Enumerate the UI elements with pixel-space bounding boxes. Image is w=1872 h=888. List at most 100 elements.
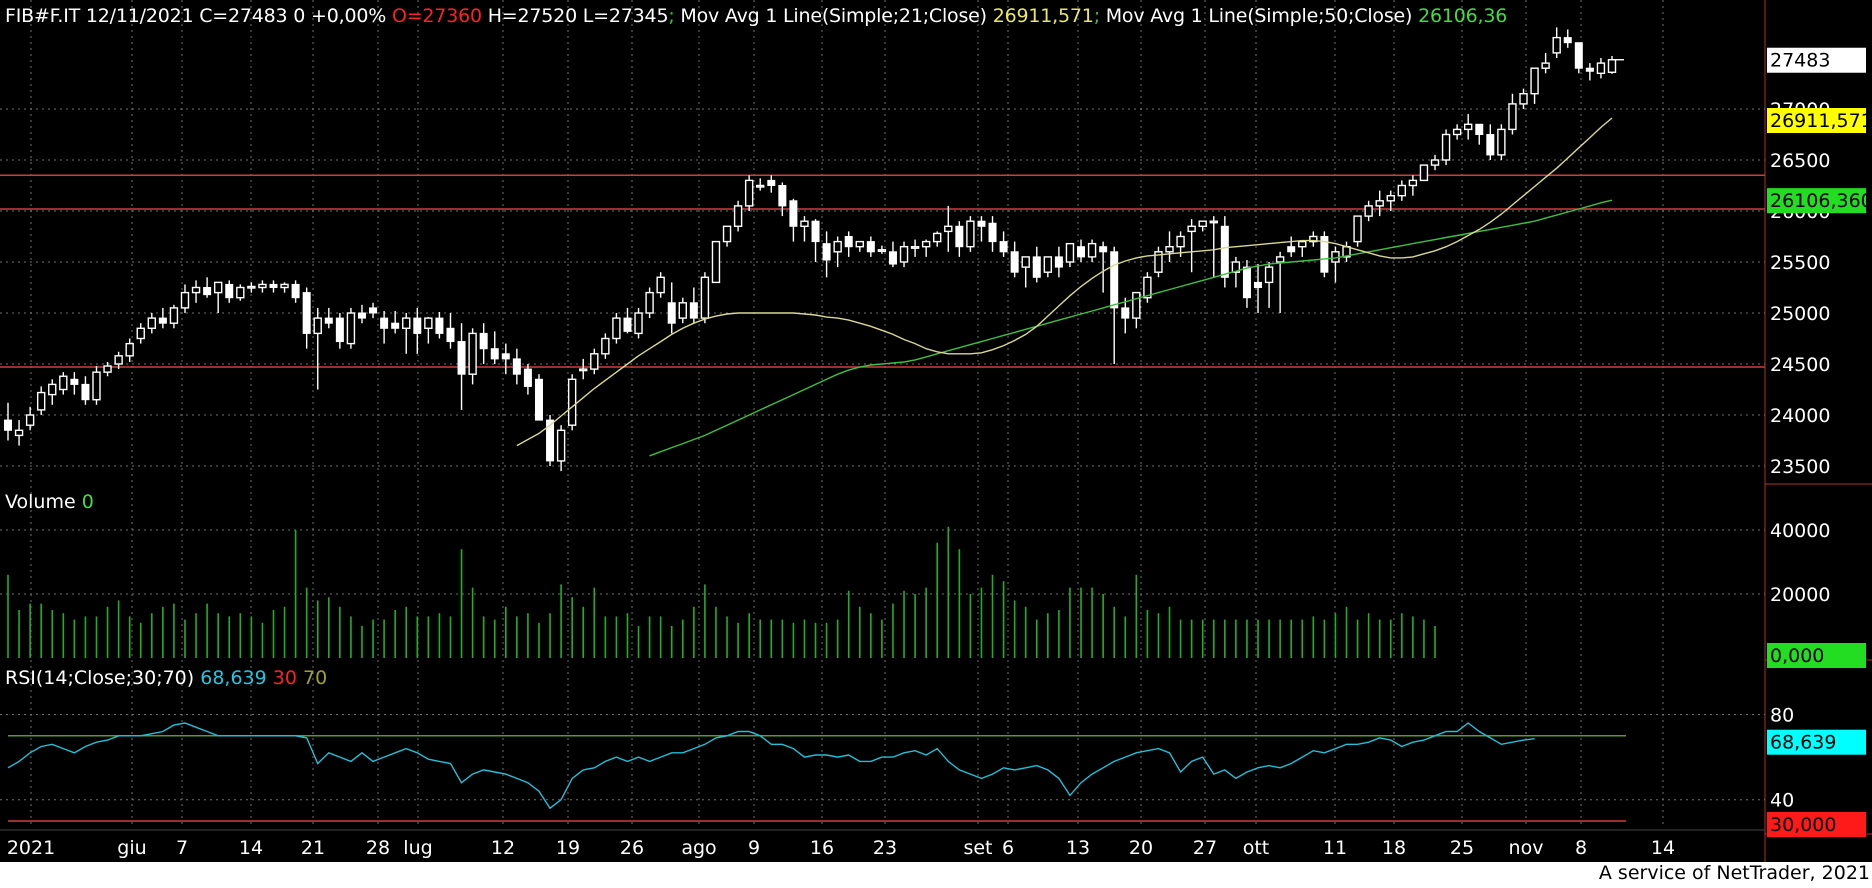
x-tick-label: 6 xyxy=(1002,837,1014,859)
candle-body-down xyxy=(512,358,521,375)
candle-body-up xyxy=(1452,128,1462,136)
footer-band xyxy=(0,862,1872,888)
candle-body-up xyxy=(1143,276,1152,299)
volume-tick-label: 40000 xyxy=(1770,520,1830,542)
last-price-badge: 27483 xyxy=(1770,50,1830,72)
candle-body-up xyxy=(1430,159,1440,166)
candle-body-down xyxy=(1486,134,1495,156)
candle-body-down xyxy=(546,419,555,462)
candle-body-up xyxy=(424,317,433,330)
candle-body-down xyxy=(225,283,234,299)
candle-body-up xyxy=(733,205,743,227)
candle-body-down xyxy=(1032,256,1041,278)
candle-body-down xyxy=(81,383,90,401)
candle-body-up xyxy=(1021,256,1030,268)
price-tick-label: 24000 xyxy=(1770,405,1830,427)
candle-body-down xyxy=(667,302,676,324)
ma21-badge-box xyxy=(1767,108,1866,134)
rsi-value-badge-box xyxy=(1767,729,1866,755)
candle-body-down xyxy=(778,185,787,207)
x-tick-label: 18 xyxy=(1382,837,1406,859)
candle-body-up xyxy=(933,232,942,243)
candle-body-up xyxy=(1176,235,1185,248)
candle-body-up xyxy=(1519,92,1528,105)
x-tick-label: 2021 xyxy=(7,837,55,859)
volume-axis-badge: 0,000 xyxy=(1770,645,1824,667)
candle-body-up xyxy=(313,317,322,335)
candle-body-down xyxy=(1320,236,1329,273)
candle-body-up xyxy=(556,429,566,462)
rsi-high: 70 xyxy=(303,667,328,689)
candle-body-down xyxy=(501,353,510,360)
header-ma21-value: 26911,571 xyxy=(992,5,1094,27)
candle-body-down xyxy=(1563,37,1572,44)
candle-body-down xyxy=(1010,251,1019,273)
candle-body-up xyxy=(114,355,123,365)
candle-body-up xyxy=(700,276,710,319)
candle-body-down xyxy=(1475,123,1484,136)
candle-body-up xyxy=(1132,291,1141,319)
candle-body-up xyxy=(247,285,256,289)
x-tick-label: 12 xyxy=(491,837,515,859)
candle-body-up xyxy=(590,353,599,370)
rsi-low-badge: 30,000 xyxy=(1770,814,1836,836)
candle-body-up xyxy=(1187,225,1196,233)
price-tick-label: 24500 xyxy=(1770,354,1830,376)
price-tick-label: 23500 xyxy=(1770,456,1830,478)
candle-body-down xyxy=(534,378,543,421)
candle-body-up xyxy=(1165,245,1174,253)
candle-body-up xyxy=(678,302,687,319)
candle-body-down xyxy=(988,222,997,243)
x-tick-label: 14 xyxy=(1651,837,1675,859)
candle-body-down xyxy=(269,283,278,289)
ma21-line xyxy=(516,117,1613,447)
candle-body-down xyxy=(302,292,311,334)
x-tick-label: nov xyxy=(1509,837,1544,859)
candle-body-up xyxy=(1198,220,1207,227)
candle-body-up xyxy=(180,291,190,309)
candle-body-up xyxy=(1541,62,1550,69)
ma50-line xyxy=(649,199,1613,457)
ma50-badge: 26106,360 xyxy=(1770,190,1872,212)
candle-body-up xyxy=(1386,194,1395,202)
x-tick-label: 11 xyxy=(1323,837,1347,859)
candle-body-up xyxy=(1419,164,1429,182)
rsi-value: 68,639 xyxy=(200,667,267,689)
candle-body-up xyxy=(855,240,864,248)
candle-body-up xyxy=(567,378,577,426)
x-tick-label: 13 xyxy=(1066,837,1090,859)
candle-body-up xyxy=(800,220,809,227)
candle-body-down xyxy=(335,317,344,343)
candle-body-down xyxy=(1220,225,1229,278)
candle-body-up xyxy=(25,414,35,426)
candle-body-up xyxy=(1275,256,1285,263)
x-tick-label: 20 xyxy=(1129,837,1153,859)
rsi-panel-label: RSI(14;Close;30;70) 68,639 30 70 xyxy=(5,667,327,689)
header-open: O=27360 xyxy=(391,5,482,27)
candle-body-up xyxy=(833,240,842,253)
candle-body-up xyxy=(468,332,477,375)
header-ma21-label: Mov Avg 1 Line(Simple;21;Close) xyxy=(680,5,987,27)
candle-body-up xyxy=(103,365,112,373)
price-tick-label: 26500 xyxy=(1770,150,1830,172)
candle-body-up xyxy=(92,371,101,401)
candle-body-down xyxy=(623,317,632,332)
candle-body-up xyxy=(579,368,588,372)
candle-body-down xyxy=(203,287,212,296)
candle-body-up xyxy=(1463,123,1473,131)
candle-body-up xyxy=(1353,215,1362,243)
header-date: 12/11/2021 xyxy=(85,5,194,27)
candle-body-down xyxy=(479,332,488,350)
x-tick-label: giu xyxy=(117,837,146,859)
candle-body-up xyxy=(645,291,654,314)
x-tick-label: 25 xyxy=(1450,837,1474,859)
candle-body-down xyxy=(4,419,12,431)
candle-body-down xyxy=(999,241,1008,253)
candle-body-down xyxy=(435,317,444,334)
candle-body-down xyxy=(955,225,964,248)
price-tick-label: 25000 xyxy=(1770,303,1830,325)
volume-tick-label: 20000 xyxy=(1770,584,1830,606)
candle-body-up xyxy=(1607,59,1617,73)
